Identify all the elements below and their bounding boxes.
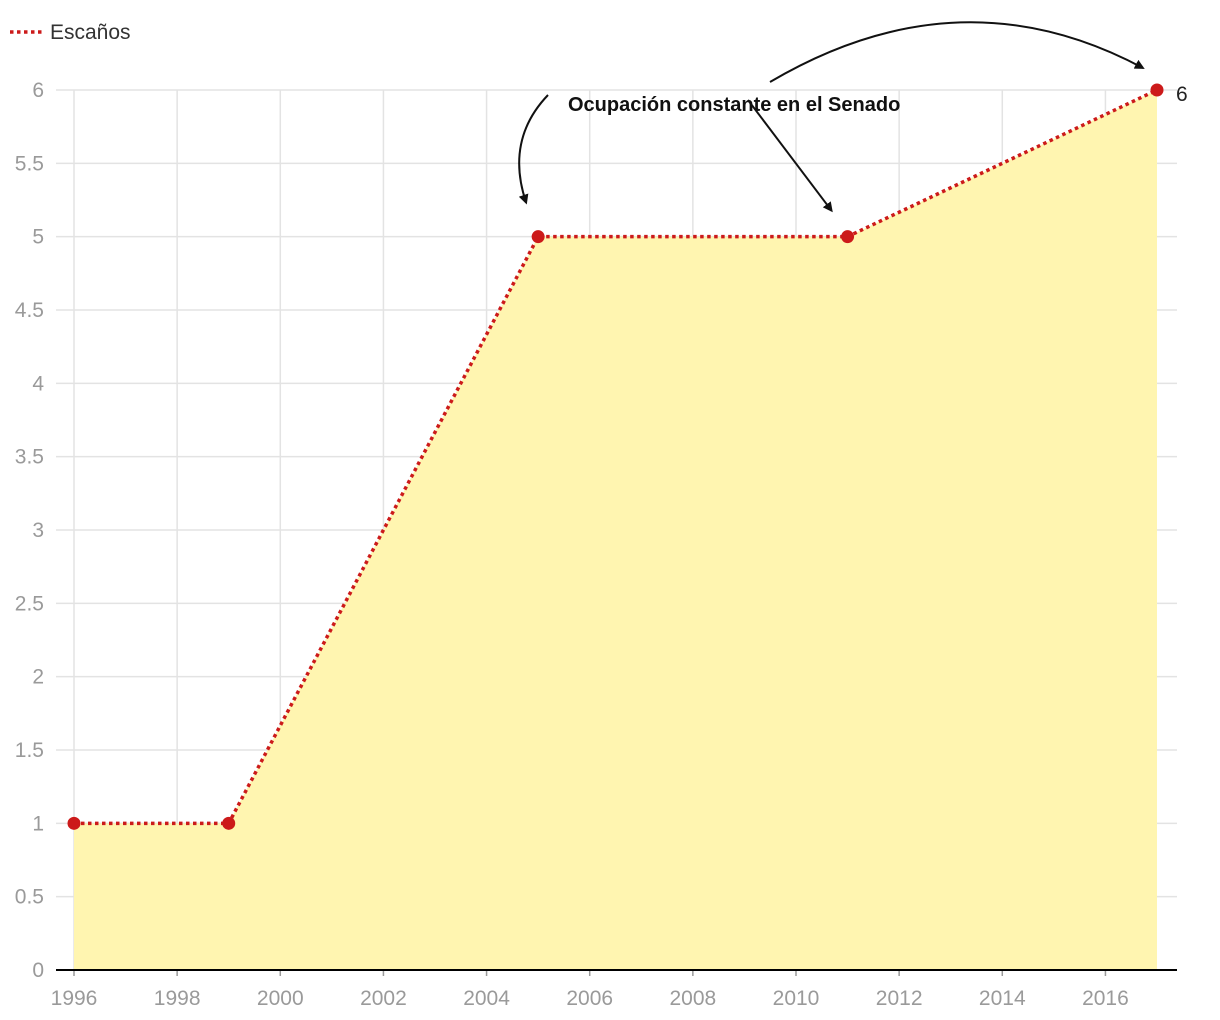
x-tick-label: 2004 [463,987,510,1010]
annotation-arrow-3 [769,21,1145,83]
legend-label: Escaños [50,21,131,44]
end-value-label: 6 [1176,83,1188,106]
x-tick-label: 2008 [669,987,716,1010]
area-fill [74,90,1157,970]
y-tick-label: 3 [32,519,44,542]
annotation-arrow-2 [747,99,833,213]
axes: 0 0.5 1 1.5 2 2.5 3 3.5 4 4.5 5 5.5 6 1996 1998 2000 200… [15,79,1177,1010]
annotation-text: Ocupación constante en el Senado [568,94,900,116]
data-point [222,816,236,830]
data-point [531,230,545,244]
y-tick-label: 2.5 [15,592,44,615]
y-tick-label: 1 [32,812,44,835]
data-points [67,83,1164,830]
x-tick-label: 2006 [566,987,613,1010]
annotation: Ocupación constante en el Senado [518,21,1145,213]
y-tick-label: 0.5 [15,886,44,909]
y-tick-label: 5.5 [15,152,44,175]
x-tick-label: 1998 [154,987,201,1010]
x-tick-label: 2014 [979,987,1026,1010]
x-tick-label: 2000 [257,987,304,1010]
series-line-escanos [74,88,1158,826]
y-tick-label: 1.5 [15,739,44,762]
x-tick-label: 2002 [360,987,407,1010]
y-tick-label: 3.5 [15,446,44,469]
y-tick-label: 5 [32,226,44,249]
data-point [1150,83,1164,97]
y-tick-label: 4.5 [15,299,44,322]
x-tick-label: 2016 [1082,987,1129,1010]
annotation-arrow-1 [518,94,549,205]
y-tick-label: 6 [32,79,44,102]
data-point [67,816,81,830]
data-point [841,230,855,244]
y-tick-label: 4 [32,372,44,395]
y-tick-label: 0 [32,959,44,982]
x-tick-label: 2010 [773,987,820,1010]
x-tick-label: 2012 [876,987,923,1010]
legend: Escaños [10,21,131,44]
y-tick-label: 2 [32,666,44,689]
x-tick-label: 1996 [51,987,98,1010]
